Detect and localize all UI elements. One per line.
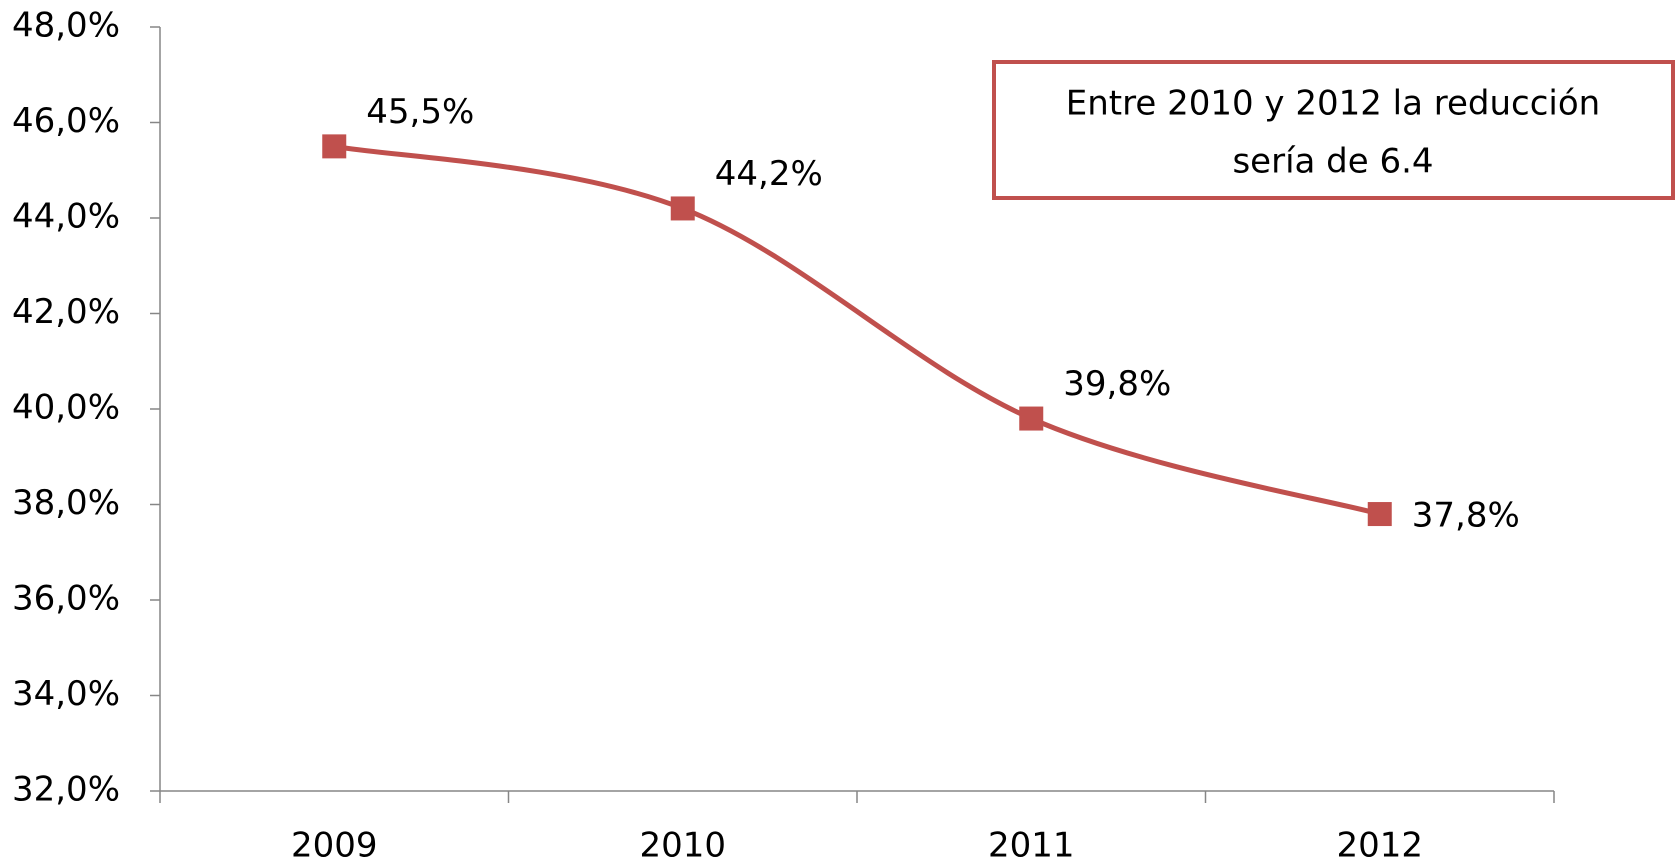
marker (1019, 406, 1044, 431)
y-tick-label: 46,0% (12, 101, 120, 141)
y-tick-label: 42,0% (12, 292, 120, 332)
x-tick-label: 2010 (639, 826, 726, 862)
line (333, 143, 1381, 517)
y-tick-label: 44,0% (12, 197, 120, 237)
marker (322, 134, 347, 159)
data-label: 39,8% (1063, 364, 1171, 404)
marker (670, 196, 695, 221)
marker (1367, 502, 1392, 527)
y-tick-label: 32,0% (12, 770, 120, 810)
y-tick-label: 36,0% (12, 579, 120, 619)
y-tick-label: 48,0% (12, 6, 120, 46)
data-label: 45,5% (366, 92, 474, 132)
x-tick-label: 2012 (1336, 826, 1423, 862)
x-tick-label: 2011 (988, 826, 1075, 862)
data-label: 37,8% (1412, 496, 1520, 536)
annotation-box (992, 60, 1675, 200)
annotation: Entre 2010 y 2012 la reducción (1066, 84, 1600, 124)
data-label: 44,2% (715, 154, 823, 194)
annotation: sería de 6.4 (1232, 142, 1433, 182)
y-tick-label: 40,0% (12, 388, 120, 428)
y-tick-label: 38,0% (12, 483, 120, 523)
x-tick-label: 2009 (291, 826, 378, 862)
y-tick-label: 34,0% (12, 674, 120, 714)
